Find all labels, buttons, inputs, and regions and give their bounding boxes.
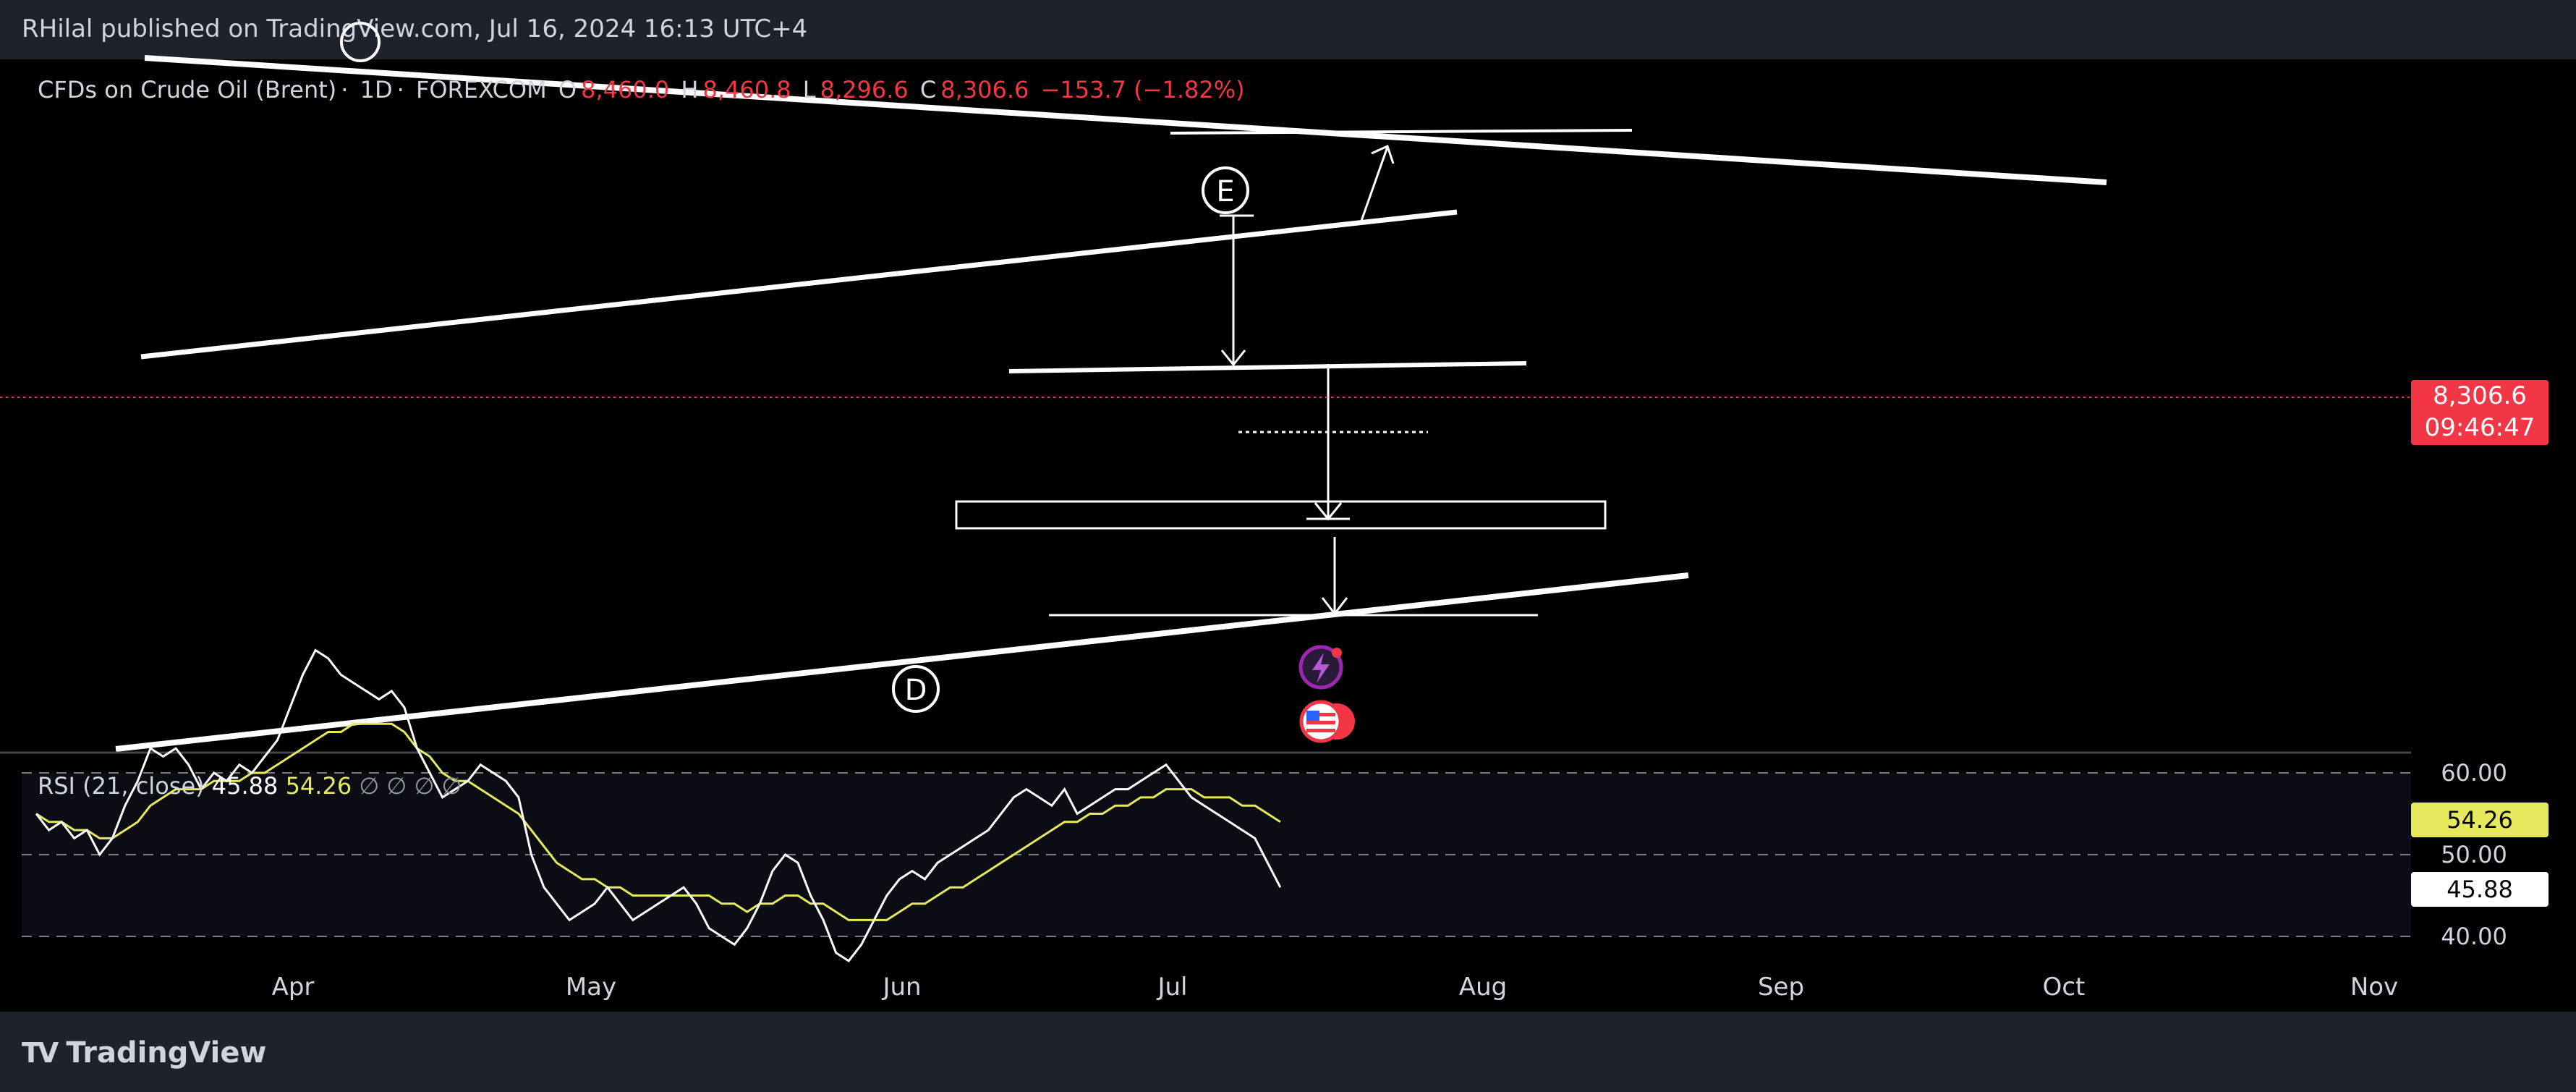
e-measure-arrowhead: [1220, 350, 1246, 367]
high-value: 8,460.8: [702, 76, 791, 103]
bottom-bar: [0, 1012, 2576, 1092]
low-label: L: [802, 76, 816, 103]
label-e: E: [1216, 175, 1234, 208]
symbol-legend[interactable]: CFDs on Crude Oil (Brent) · 1D · FOREXCOM …: [38, 76, 1245, 103]
flash-icon-bolt: [1312, 653, 1330, 683]
top-bar: [0, 0, 2576, 59]
rsi-name: RSI (21, close): [38, 772, 205, 800]
rsi-ma-line: [35, 722, 1281, 921]
x-tick-label: Jul: [1157, 973, 1188, 1002]
x-tick-label: May: [565, 973, 617, 1002]
neckline: [1008, 361, 1527, 373]
brand-name: TradingView: [66, 1036, 267, 1070]
close-value: 8,306.6: [940, 76, 1029, 103]
tradingview-logo[interactable]: 𝗧𝗩 TradingView: [22, 1036, 266, 1070]
label-e-circle: [1202, 166, 1249, 214]
bar-countdown: 09:46:47: [2424, 413, 2535, 442]
breakout-arrow: [1360, 146, 1389, 221]
change-value: −153.7 (−1.82%): [1040, 76, 1245, 103]
rsi-ma-badge: 54.26: [2411, 803, 2549, 837]
rsi-line: [35, 648, 1282, 962]
drawings-layer: E D: [115, 22, 2107, 752]
open-label: O: [558, 76, 577, 103]
x-tick-label: Oct: [2042, 973, 2086, 1002]
label-d-circle: [892, 665, 940, 713]
lower-channel-line: [115, 572, 1689, 752]
x-tick-label: Nov: [2350, 973, 2399, 1002]
high-label: H: [681, 76, 699, 103]
publisher-note: RHilal published on TradingView.com, Jul…: [22, 14, 808, 43]
rsi-extra-3: ∅: [414, 772, 435, 800]
open-value: 8,460.0: [581, 76, 670, 103]
rsi-extra-1: ∅: [359, 772, 380, 800]
rsi-band: [22, 773, 2411, 936]
close-label: C: [919, 76, 937, 103]
label-d: D: [905, 674, 927, 707]
last-price-value: 8,306.6: [2433, 381, 2527, 410]
symbol-interval: 1D: [360, 76, 393, 103]
x-tick-label: Jun: [883, 973, 922, 1002]
horizontal-line-9000: [1170, 129, 1633, 135]
rsi-ma-value: 54.26: [285, 772, 352, 800]
last-price-badge: 8,306.6 09:46:47: [2411, 380, 2549, 445]
upper-channel-line: [140, 209, 1458, 360]
symbol-exchange: FOREXCOM: [415, 76, 547, 103]
rsi-tick-label: 40.00: [2441, 923, 2507, 950]
upper-trendline: [144, 55, 2107, 185]
label-top-circle: [340, 22, 381, 62]
x-tick-label: Sep: [1757, 973, 1805, 1002]
rsi-extra-2: ∅: [386, 772, 407, 800]
rsi-badge: 45.88: [2411, 872, 2549, 907]
support-zone-box: [955, 500, 1607, 530]
tradingview-logo-icon: 𝗧𝗩: [22, 1037, 59, 1069]
second-target-arrowhead: [1321, 597, 1348, 616]
x-tick-label: Aug: [1458, 973, 1508, 1002]
rsi-tick-label: 50.00: [2441, 841, 2507, 868]
rsi-extra-4: ∅: [441, 772, 462, 800]
rsi-value: 45.88: [211, 772, 279, 800]
flash-icon-dot: [1332, 648, 1342, 658]
breakout-arrowhead: [1371, 144, 1395, 164]
low-value: 8,296.6: [820, 76, 909, 103]
rsi-tick-label: 60.00: [2441, 759, 2507, 787]
rsi-legend[interactable]: RSI (21, close) 45.88 54.26 ∅ ∅ ∅ ∅: [38, 772, 462, 800]
x-tick-label: Apr: [271, 973, 315, 1002]
symbol-name: CFDs on Crude Oil (Brent): [38, 76, 337, 103]
